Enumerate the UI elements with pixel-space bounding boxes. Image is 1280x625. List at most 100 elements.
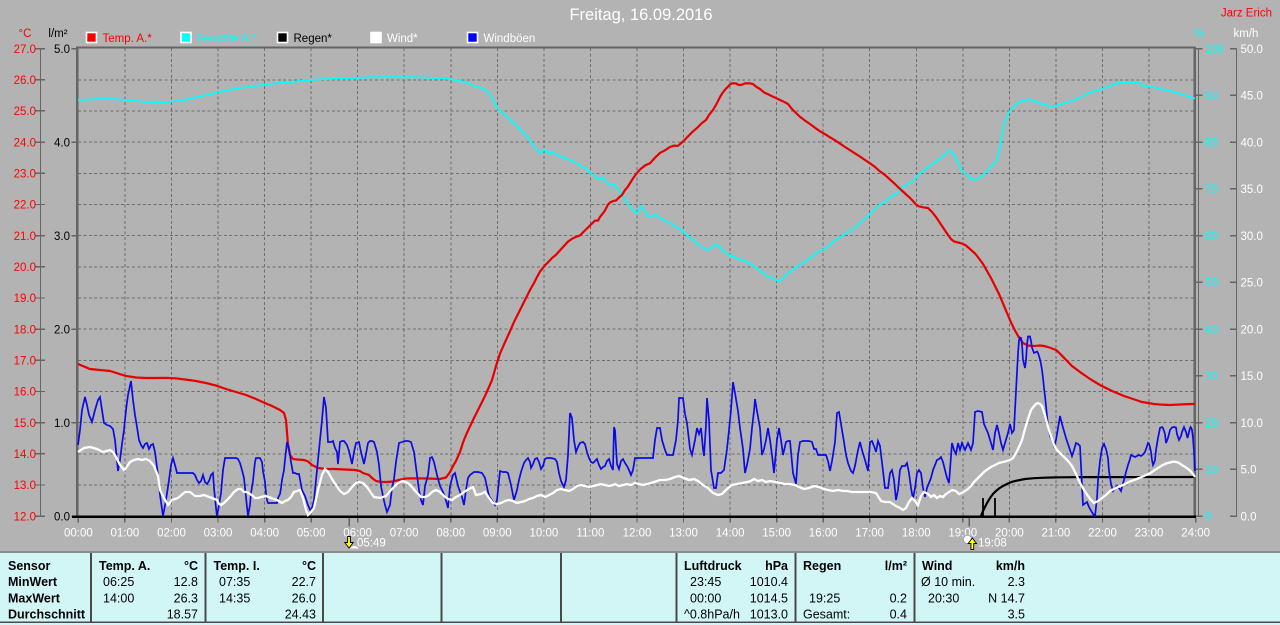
svg-text:15.0: 15.0	[14, 418, 36, 430]
svg-text:02:00: 02:00	[157, 528, 186, 540]
svg-text:07:35: 07:35	[219, 575, 250, 589]
svg-text:4.0: 4.0	[54, 137, 70, 149]
svg-text:45.0: 45.0	[1241, 91, 1263, 103]
svg-text:05:00: 05:00	[297, 528, 326, 540]
svg-text:^0.8hPa/h: ^0.8hPa/h	[684, 607, 740, 621]
svg-text:24.0: 24.0	[14, 137, 36, 149]
svg-text:20: 20	[1205, 418, 1218, 430]
svg-text:10: 10	[1205, 465, 1218, 477]
svg-text:16:00: 16:00	[809, 528, 838, 540]
svg-text:16.0: 16.0	[14, 387, 36, 399]
svg-text:19:00: 19:00	[948, 528, 977, 540]
svg-text:14:35: 14:35	[219, 591, 250, 605]
svg-text:23:45: 23:45	[690, 575, 721, 589]
svg-text:30: 30	[1205, 371, 1218, 383]
svg-text:07:00: 07:00	[390, 528, 419, 540]
svg-text:23:00: 23:00	[1135, 528, 1164, 540]
svg-text:01:00: 01:00	[111, 528, 140, 540]
svg-text:00:00: 00:00	[64, 528, 93, 540]
svg-text:N 14.7: N 14.7	[988, 591, 1025, 605]
svg-text:MinWert: MinWert	[8, 575, 58, 589]
svg-text:24:00: 24:00	[1181, 528, 1210, 540]
svg-text:06:25: 06:25	[103, 575, 134, 589]
svg-text:1.0: 1.0	[54, 418, 70, 430]
svg-text:60: 60	[1205, 231, 1218, 243]
svg-text:12:00: 12:00	[623, 528, 652, 540]
svg-text:%: %	[1194, 28, 1204, 40]
svg-text:22.0: 22.0	[14, 200, 36, 212]
svg-text:Freitag, 16.09.2016: Freitag, 16.09.2016	[569, 6, 712, 24]
svg-text:14:00: 14:00	[716, 528, 745, 540]
svg-text:18.0: 18.0	[14, 324, 36, 336]
svg-text:Feuchte A.*: Feuchte A.*	[197, 33, 257, 45]
svg-text:13.0: 13.0	[14, 480, 36, 492]
svg-text:100: 100	[1205, 44, 1224, 56]
svg-text:Ø 10 min.: Ø 10 min.	[921, 575, 975, 589]
svg-text:0.0: 0.0	[54, 511, 70, 523]
svg-text:Temp. A.: Temp. A.	[99, 559, 150, 573]
svg-text:15:00: 15:00	[762, 528, 791, 540]
svg-text:Temp. I.: Temp. I.	[214, 559, 260, 573]
svg-text:35.0: 35.0	[1241, 184, 1263, 196]
svg-text:1010.4: 1010.4	[750, 575, 788, 589]
svg-text:05:49: 05:49	[357, 538, 386, 550]
svg-text:10.0: 10.0	[1241, 418, 1263, 430]
svg-text:°C: °C	[184, 559, 198, 573]
svg-text:2.3: 2.3	[1008, 575, 1025, 589]
svg-text:22:00: 22:00	[1088, 528, 1117, 540]
svg-text:0.2: 0.2	[890, 591, 907, 605]
svg-text:70: 70	[1205, 184, 1218, 196]
svg-text:00:00: 00:00	[690, 591, 721, 605]
svg-text:30.0: 30.0	[1241, 231, 1263, 243]
svg-text:17:00: 17:00	[855, 528, 884, 540]
svg-text:3.5: 3.5	[1008, 607, 1025, 621]
svg-text:26.0: 26.0	[292, 591, 316, 605]
svg-text:12.8: 12.8	[174, 575, 198, 589]
svg-text:Sensor: Sensor	[8, 559, 51, 573]
svg-text:04:00: 04:00	[250, 528, 279, 540]
svg-text:5.0: 5.0	[54, 44, 70, 56]
svg-text:19:08: 19:08	[978, 538, 1007, 550]
svg-text:km/h: km/h	[1234, 28, 1259, 40]
svg-text:14:00: 14:00	[103, 591, 134, 605]
svg-text:23.0: 23.0	[14, 169, 36, 181]
svg-text:Wind*: Wind*	[387, 33, 418, 45]
svg-text:08:00: 08:00	[436, 528, 465, 540]
svg-text:14.0: 14.0	[14, 449, 36, 461]
svg-text:27.0: 27.0	[14, 44, 36, 56]
svg-text:03:00: 03:00	[204, 528, 233, 540]
svg-text:20:30: 20:30	[928, 591, 959, 605]
svg-text:20.0: 20.0	[1241, 324, 1263, 336]
svg-text:Gesamt:: Gesamt:	[803, 607, 850, 621]
svg-text:24.43: 24.43	[285, 607, 316, 621]
svg-text:09:00: 09:00	[483, 528, 512, 540]
svg-text:°C: °C	[19, 28, 32, 40]
svg-text:25.0: 25.0	[1241, 278, 1263, 290]
svg-text:13:00: 13:00	[669, 528, 698, 540]
svg-text:3.0: 3.0	[54, 231, 70, 243]
svg-text:0.0: 0.0	[1241, 511, 1257, 523]
svg-text:1013.0: 1013.0	[750, 607, 788, 621]
svg-text:Luftdruck: Luftdruck	[684, 559, 742, 573]
svg-text:15.0: 15.0	[1241, 371, 1263, 383]
svg-text:km/h: km/h	[996, 559, 1025, 573]
svg-text:Regen: Regen	[803, 559, 841, 573]
svg-text:20.0: 20.0	[14, 262, 36, 274]
svg-text:26.0: 26.0	[14, 75, 36, 87]
svg-text:20:00: 20:00	[995, 528, 1024, 540]
svg-text:l/m²: l/m²	[48, 28, 67, 40]
svg-text:18:00: 18:00	[902, 528, 931, 540]
svg-text:Windböen: Windböen	[484, 33, 536, 45]
svg-text:12.0: 12.0	[14, 511, 36, 523]
svg-text:hPa: hPa	[765, 559, 789, 573]
svg-text:22.7: 22.7	[292, 575, 316, 589]
svg-text:19.0: 19.0	[14, 293, 36, 305]
svg-text:80: 80	[1205, 137, 1218, 149]
svg-text:5.0: 5.0	[1241, 465, 1257, 477]
svg-text:0: 0	[1205, 511, 1211, 523]
svg-text:Regen*: Regen*	[294, 33, 333, 45]
svg-text:26.3: 26.3	[174, 591, 198, 605]
svg-text:2.0: 2.0	[54, 324, 70, 336]
svg-text:11:00: 11:00	[576, 528, 604, 540]
svg-text:Durchschnitt: Durchschnitt	[8, 607, 86, 621]
